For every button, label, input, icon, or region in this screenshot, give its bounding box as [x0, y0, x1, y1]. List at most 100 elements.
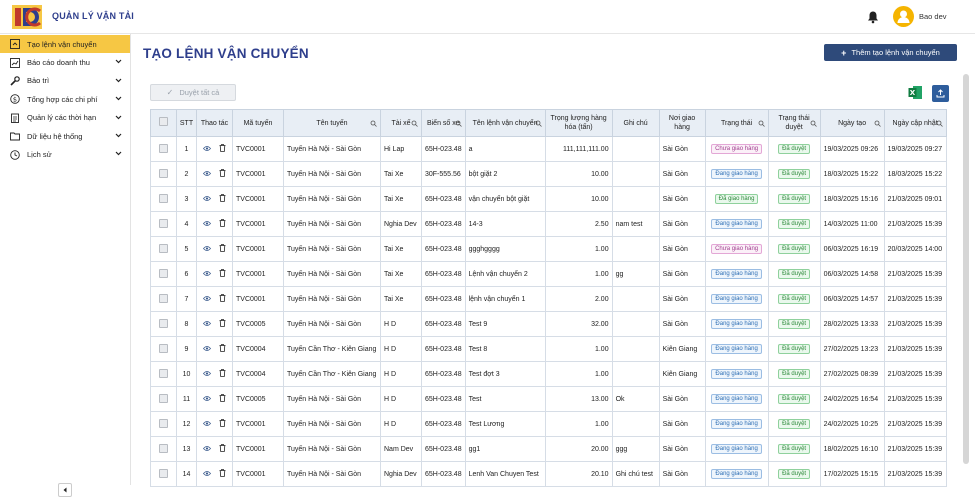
collapse-sidebar-button[interactable] [58, 483, 72, 497]
row-checkbox[interactable] [159, 318, 168, 328]
search-icon[interactable] [411, 120, 418, 127]
row-checkbox-cell[interactable] [150, 261, 177, 287]
view-icon[interactable] [202, 420, 212, 429]
table-row[interactable]: 1 TVC0001 Tuyến Hà Nội - Sài Gòn Hi Lap 65H-… [150, 136, 947, 162]
user-name[interactable]: Bao dev [919, 12, 947, 21]
trash-icon[interactable] [219, 194, 226, 204]
table-row[interactable]: 11 TVC0005 Tuyến Hà Nội - Sài Gòn H D 65H-02… [150, 386, 947, 412]
table-row[interactable]: 6 TVC0001 Tuyến Hà Nội - Sài Gòn Tai Xe 65H-… [150, 261, 947, 287]
view-icon[interactable] [202, 220, 212, 229]
excel-icon[interactable]: X [908, 85, 923, 100]
row-checkbox[interactable] [159, 168, 168, 178]
row-checkbox[interactable] [159, 218, 168, 228]
view-icon[interactable] [202, 145, 212, 154]
table-row[interactable]: 2 TVC0001 Tuyến Hà Nội - Sài Gòn Tai Xe 30F-… [150, 161, 947, 187]
sidebar-item-cost-summary[interactable]: $ Tổng hợp các chi phí [0, 90, 130, 108]
search-icon[interactable] [535, 120, 542, 127]
trash-icon[interactable] [219, 394, 226, 404]
col-header-plate[interactable]: Biển số xe [421, 109, 466, 137]
trash-icon[interactable] [219, 244, 226, 254]
row-checkbox[interactable] [159, 243, 168, 253]
sidebar-item-history[interactable]: Lịch sử [0, 145, 130, 163]
select-all-checkbox[interactable] [159, 117, 168, 126]
select-all-checkbox-cell[interactable] [150, 109, 177, 137]
col-header-status[interactable]: Trạng thái [704, 109, 769, 137]
row-checkbox[interactable] [159, 293, 168, 303]
approve-all-button[interactable]: ✓ Duyệt tất cả [150, 84, 236, 101]
table-row[interactable]: 5 TVC0001 Tuyến Hà Nội - Sài Gòn Tai Xe 65H-… [150, 236, 947, 262]
col-header-route-code[interactable]: Mã tuyến [232, 109, 284, 137]
table-row[interactable]: 7 TVC0001 Tuyến Hà Nội - Sài Gòn Tai Xe 65H-… [150, 286, 947, 312]
sidebar-item-create-transport-order[interactable]: Tạo lệnh vận chuyển [0, 35, 130, 54]
row-checkbox[interactable] [159, 418, 168, 428]
view-icon[interactable] [202, 270, 212, 279]
col-header-destination[interactable]: Nơi giao hàng [658, 109, 706, 137]
trash-icon[interactable] [219, 369, 226, 379]
trash-icon[interactable] [219, 169, 226, 179]
row-checkbox-cell[interactable] [150, 136, 177, 162]
view-icon[interactable] [202, 245, 212, 254]
search-icon[interactable] [758, 120, 765, 127]
search-icon[interactable] [874, 120, 881, 127]
user-avatar[interactable] [893, 6, 914, 27]
search-icon[interactable] [370, 120, 377, 127]
row-checkbox[interactable] [159, 143, 168, 153]
table-row[interactable]: 14 TVC0001 Tuyến Hà Nội - Sài Gòn Nghia Dev… [150, 461, 947, 487]
row-checkbox-cell[interactable] [150, 161, 177, 187]
row-checkbox[interactable] [159, 443, 168, 453]
row-checkbox[interactable] [159, 368, 168, 378]
table-row[interactable]: 9 TVC0004 Tuyến Cần Thơ - Kiên Giang H D 65H… [150, 336, 947, 362]
row-checkbox-cell[interactable] [150, 336, 177, 362]
table-row[interactable]: 3 TVC0001 Tuyến Hà Nội - Sài Gòn Tai Xe 65H-… [150, 186, 947, 212]
trash-icon[interactable] [219, 319, 226, 329]
row-checkbox-cell[interactable] [150, 236, 177, 262]
table-row[interactable]: 4 TVC0001 Tuyến Hà Nội - Sài Gòn Nghia Dev 6… [150, 211, 947, 237]
row-checkbox-cell[interactable] [150, 311, 177, 337]
row-checkbox-cell[interactable] [150, 436, 177, 462]
row-checkbox-cell[interactable] [150, 361, 177, 387]
trash-icon[interactable] [219, 344, 226, 354]
table-row[interactable]: 12 TVC0001 Tuyến Hà Nội - Sài Gòn H D 65H-02… [150, 411, 947, 437]
search-icon[interactable] [810, 120, 817, 127]
row-checkbox-cell[interactable] [150, 286, 177, 312]
sidebar-item-maintenance[interactable]: Bảo trì [0, 72, 130, 90]
notification-bell-icon[interactable] [866, 10, 880, 24]
row-checkbox[interactable] [159, 393, 168, 403]
col-header-note[interactable]: Ghi chú [611, 109, 660, 137]
row-checkbox[interactable] [159, 468, 168, 478]
search-icon[interactable] [455, 120, 462, 127]
col-header-created[interactable]: Ngày tạo [819, 109, 885, 137]
table-row[interactable]: 13 TVC0001 Tuyến Hà Nội - Sài Gòn Nam Dev 65… [150, 436, 947, 462]
col-header-approval-status[interactable]: Trạng thái duyệt [767, 109, 821, 137]
trash-icon[interactable] [219, 294, 226, 304]
sidebar-item-revenue-report[interactable]: Báo cáo doanh thu [0, 53, 130, 71]
row-checkbox[interactable] [159, 268, 168, 278]
row-checkbox-cell[interactable] [150, 186, 177, 212]
trash-icon[interactable] [219, 144, 226, 154]
row-checkbox-cell[interactable] [150, 386, 177, 412]
trash-icon[interactable] [219, 269, 226, 279]
view-icon[interactable] [202, 345, 212, 354]
trash-icon[interactable] [219, 444, 226, 454]
table-row[interactable]: 8 TVC0005 Tuyến Hà Nội - Sài Gòn H D 65H-023… [150, 311, 947, 337]
view-icon[interactable] [202, 295, 212, 304]
row-checkbox[interactable] [159, 343, 168, 353]
view-icon[interactable] [202, 320, 212, 329]
col-header-driver[interactable]: Tài xế [380, 109, 422, 137]
trash-icon[interactable] [219, 469, 226, 479]
view-icon[interactable] [202, 445, 212, 454]
col-header-weight[interactable]: Trọng lượng hàng hóa (tấn) [544, 109, 613, 137]
add-transport-order-button[interactable]: + Thêm tạo lệnh vận chuyển [824, 44, 957, 61]
sidebar-item-system-data[interactable]: Dữ liệu hệ thống [0, 127, 130, 145]
sidebar-item-deadline-management[interactable]: Quản lý các thời hạn [0, 109, 130, 127]
vertical-scrollbar[interactable] [963, 74, 969, 464]
view-icon[interactable] [202, 395, 212, 404]
col-header-updated[interactable]: Ngày cập nhật [883, 109, 947, 137]
export-button[interactable] [932, 85, 949, 102]
view-icon[interactable] [202, 370, 212, 379]
col-header-route-name[interactable]: Tên tuyến [283, 109, 381, 137]
company-logo[interactable] [12, 5, 42, 29]
row-checkbox-cell[interactable] [150, 461, 177, 487]
view-icon[interactable] [202, 170, 212, 179]
trash-icon[interactable] [219, 219, 226, 229]
